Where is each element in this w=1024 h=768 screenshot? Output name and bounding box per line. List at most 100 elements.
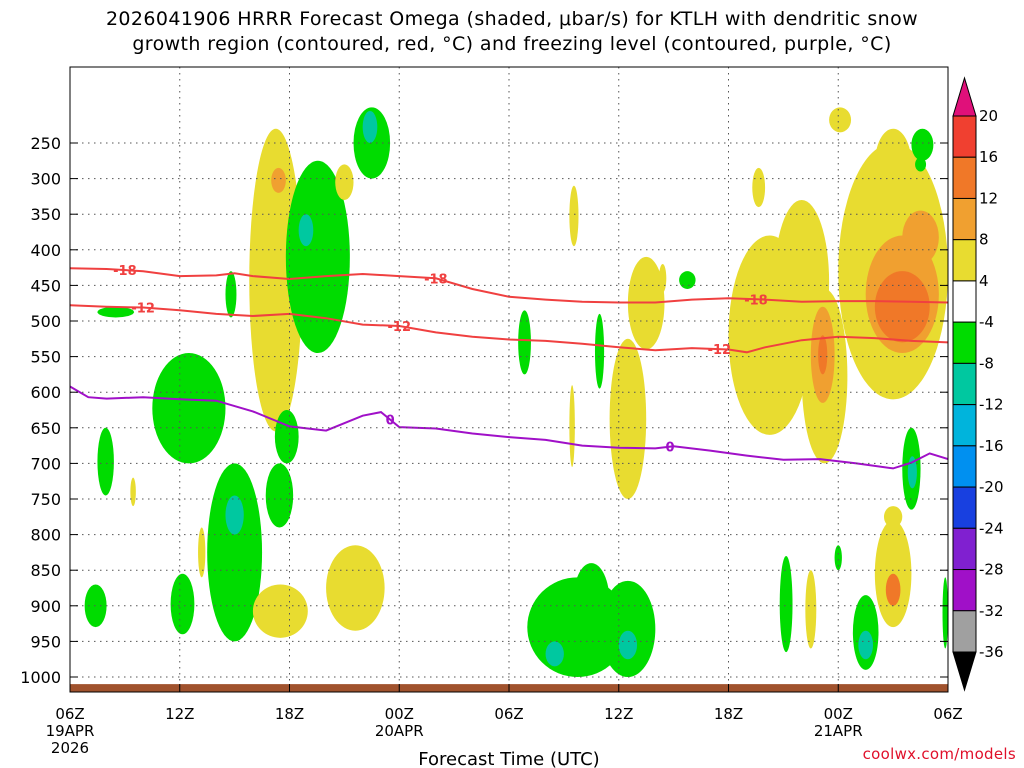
x-tick-label: 21APR (814, 722, 863, 740)
source-credit: coolwx.com/models (862, 745, 1016, 763)
x-tick-label: 18Z (714, 705, 743, 723)
omega-region--8..-4 (353, 107, 391, 179)
x-tick-label: 12Z (165, 705, 194, 723)
y-tick-label: 1000 (20, 668, 61, 687)
y-tick-label: 700 (30, 454, 61, 473)
y-tick-label: 350 (30, 205, 61, 224)
y-tick-label: 950 (30, 632, 61, 651)
colorbar-bin (952, 527, 977, 571)
colorbar-bin (952, 486, 977, 529)
omega-region-4..8 (569, 385, 575, 467)
y-tick-label: 450 (30, 276, 61, 295)
x-tick-label: 06Z (933, 705, 962, 723)
colorbar-tick-label: -8 (979, 354, 994, 372)
omega-region-12..16 (874, 271, 930, 343)
omega-region-12..16 (818, 335, 828, 375)
omega-region-4..8 (335, 164, 354, 200)
colorbar-bin (952, 445, 977, 488)
y-tick-label: 400 (30, 241, 61, 260)
x-tick-label: 18Z (275, 705, 304, 723)
omega-region--8..-4 (207, 463, 263, 642)
omega-region-4..8 (198, 527, 206, 578)
omega-region--12..-8 (545, 641, 564, 667)
colorbar-tick-label: -12 (979, 396, 1004, 414)
omega-region--8..-4 (573, 563, 610, 642)
omega-region--8..-4 (285, 160, 350, 354)
omega-region-8..12 (902, 210, 939, 265)
contour-label--12: -12 (388, 320, 412, 335)
y-tick-label: 750 (30, 490, 61, 509)
omega-region--8..-4 (594, 313, 605, 389)
y-tick-label: 550 (30, 348, 61, 367)
omega-region--8..-4 (152, 353, 226, 464)
omega-region-4..8 (874, 520, 912, 628)
omega-region--12..-8 (362, 110, 378, 143)
omega-region-4..8 (130, 477, 136, 507)
omega-region--8..-4 (911, 128, 934, 161)
x-tick-label: 2026 (51, 739, 89, 757)
contour-line-0 (69, 385, 949, 470)
omega-region-4..8 (658, 264, 667, 293)
omega-region-4..8 (883, 506, 903, 528)
omega-region-4..8 (569, 185, 579, 247)
omega-region--12..-8 (618, 630, 638, 660)
y-tick-label: 300 (30, 170, 61, 189)
colorbar-tick-label: -36 (979, 643, 1004, 661)
omega-region-4..8 (829, 107, 852, 133)
colorbar-tick-label: 12 (979, 189, 998, 207)
colorbar-tick-label: 8 (979, 231, 989, 249)
omega-region-4..8 (609, 338, 647, 499)
chart-title-line-1: 2026041906 HRRR Forecast Omega (shaded, … (105, 8, 919, 30)
colorbar-bin (952, 197, 977, 241)
y-tick-label: 800 (30, 526, 61, 545)
omega-region-12..16 (885, 573, 901, 606)
omega-region-4..8 (805, 570, 817, 649)
colorbar-top-arrow (952, 76, 977, 117)
x-tick-label: 00Z (385, 705, 414, 723)
contour-label--18: -18 (113, 264, 137, 279)
colorbar-tick-label: 20 (979, 107, 998, 125)
colorbar-bottom-arrow (952, 651, 977, 692)
omega-region--8..-4 (600, 580, 656, 677)
y-tick-label: 500 (30, 312, 61, 331)
contour-label--12: -12 (708, 343, 732, 358)
omega-region--8..-4 (679, 271, 696, 289)
colorbar-bin (952, 569, 977, 612)
colorbar-bin (952, 404, 977, 447)
omega-region--8..-4 (942, 577, 948, 649)
contour-label-0: 0 (665, 441, 674, 456)
y-tick-label: 250 (30, 134, 61, 153)
omega-region-4..8 (752, 167, 766, 208)
chart-title-line-2: growth region (contoured, red, °C) and f… (132, 33, 892, 55)
x-tick-label: 19APR (46, 722, 95, 740)
omega-region-4..8 (874, 128, 912, 200)
x-tick-label: 06Z (494, 705, 523, 723)
omega-region--8..-4 (915, 157, 927, 172)
colorbar-bin (952, 239, 977, 282)
colorbar-tick-label: -24 (979, 519, 1004, 537)
omega-region--8..-4 (779, 555, 793, 653)
colorbar-tick-label: 16 (979, 148, 998, 166)
omega-region-4..8 (252, 584, 308, 638)
contour-line--18 (69, 267, 949, 304)
omega-region--8..-4 (834, 545, 842, 571)
omega-region-8..12 (271, 167, 286, 193)
colorbar-bin (952, 156, 977, 199)
colorbar-bin (952, 321, 977, 364)
colorbar-tick-label: 4 (979, 272, 989, 290)
omega-region--12..-8 (225, 495, 244, 535)
omega-region--12..-8 (907, 456, 917, 489)
colorbar-bin (952, 280, 977, 323)
contour-label--18: -18 (744, 293, 768, 308)
x-tick-label: 20APR (375, 722, 424, 740)
omega-region--8..-4 (84, 584, 107, 628)
colorbar-tick-label: -32 (979, 602, 1004, 620)
omega-region--12..-8 (858, 630, 874, 660)
contour-label-0: 0 (386, 414, 395, 429)
omega-region--8..-4 (274, 410, 299, 464)
omega-region--8..-4 (170, 573, 195, 635)
colorbar-tick-label: -4 (979, 313, 994, 331)
omega-region--12..-8 (298, 214, 314, 247)
y-tick-label: 850 (30, 561, 61, 580)
